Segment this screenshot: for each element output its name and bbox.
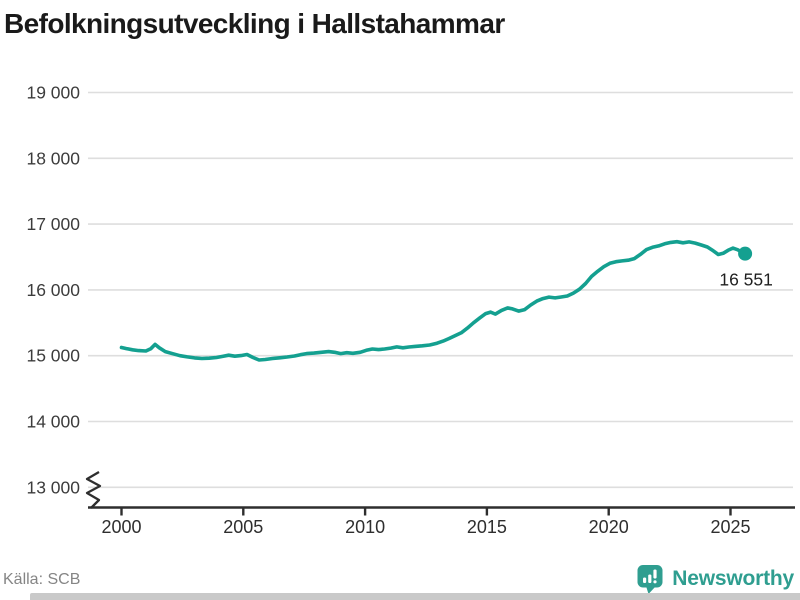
axis-break-icon [85,471,102,509]
y-tick-label: 17 000 [26,214,80,234]
end-point-label: 16 551 [719,270,773,290]
x-tick-label: 2000 [101,517,141,537]
y-tick-label: 13 000 [26,477,80,497]
population-line-chart: 19 000 18 000 17 000 16 000 15 000 14 000 13 0… [26,83,795,537]
x-tick-label: 2015 [467,517,507,537]
y-tick-label: 16 000 [26,280,80,300]
newsworthy-wordmark: Newsworthy [672,567,794,590]
y-tick-label: 18 000 [26,148,80,168]
y-tick-label: 14 000 [26,412,80,432]
bottom-scroll-bar [30,593,800,600]
end-point-dot [738,246,753,261]
newsworthy-bars-icon [637,565,663,594]
y-tick-label: 19 000 [26,83,80,103]
newsworthy-logo[interactable]: Newsworthy [636,563,794,595]
y-tick-label: 15 000 [26,346,80,366]
source-label: Källa: SCB [3,571,81,588]
x-tick-label: 2025 [710,517,750,537]
x-tick-label: 2005 [223,517,263,537]
x-tick-label: 2010 [345,517,385,537]
x-tick-label: 2020 [589,517,629,537]
page-title: Befolkningsutveckling i Hallstahammar [4,8,505,39]
population-line [119,239,747,362]
